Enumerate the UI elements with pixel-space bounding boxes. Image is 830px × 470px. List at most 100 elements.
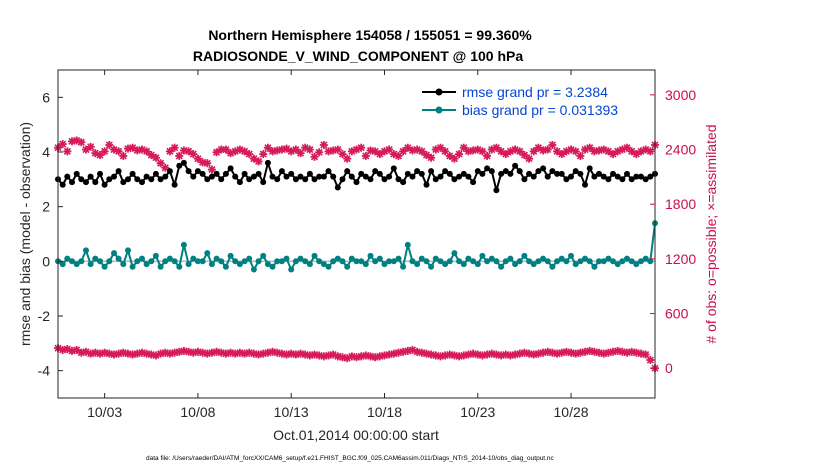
bias-point <box>540 255 547 262</box>
bias-point <box>428 263 435 270</box>
rmse-point <box>143 173 150 180</box>
bias-point <box>125 247 131 254</box>
assimilated-obs-marker <box>618 347 627 356</box>
bias-point <box>83 247 89 254</box>
possible-obs-series <box>54 136 659 174</box>
bias-point <box>600 258 607 265</box>
rmse-point <box>316 173 323 180</box>
rmse-point <box>246 176 253 183</box>
bias-point <box>614 261 621 268</box>
x-tick-label: 10/03 <box>87 404 122 420</box>
rmse-point <box>446 170 453 177</box>
bias-point <box>176 263 183 270</box>
rmse-point <box>339 176 346 183</box>
possible-obs-marker <box>567 145 576 154</box>
y-axis-right-label: # of obs: o=possible; ×=assimilated <box>703 124 719 343</box>
rmse-point <box>87 173 94 180</box>
rmse-point <box>610 170 616 177</box>
bias-point <box>460 261 467 268</box>
rmse-point <box>320 173 327 180</box>
bias-point <box>502 258 509 265</box>
rmse-point <box>530 173 537 180</box>
chart-title-line2: RADIOSONDE_V_WIND_COMPONENT @ 100 hPa <box>193 48 523 64</box>
bias-point <box>190 255 197 262</box>
rmse-point <box>236 179 243 186</box>
rmse-point <box>78 176 85 183</box>
rmse-point <box>409 173 416 180</box>
rmse-point <box>493 187 500 194</box>
rmse-point <box>624 170 630 177</box>
rmse-point <box>521 176 528 183</box>
bias-point <box>274 258 281 265</box>
rmse-point <box>69 179 75 186</box>
bias-point <box>642 255 649 262</box>
rmse-point <box>488 168 495 175</box>
bias-point <box>180 241 187 248</box>
bias-point <box>465 255 472 262</box>
bias-point <box>92 255 99 262</box>
bias-point <box>171 258 178 265</box>
rmse-point <box>400 179 407 186</box>
bias-point <box>498 263 505 270</box>
rmse-point <box>414 168 421 175</box>
bias-point <box>409 258 416 265</box>
bias-point <box>437 258 444 265</box>
rmse-point <box>292 176 299 183</box>
rmse-point <box>376 170 383 177</box>
rmse-point <box>213 170 220 177</box>
rmse-point <box>404 170 411 177</box>
rmse-point <box>596 170 602 177</box>
possible-obs-marker <box>58 140 67 149</box>
bias-point <box>236 261 243 268</box>
bias-point <box>162 258 169 265</box>
bias-point <box>446 258 453 265</box>
rmse-point <box>101 181 108 188</box>
bias-point <box>344 263 351 270</box>
rmse-point <box>470 179 477 186</box>
rmse-point <box>334 184 341 191</box>
y-right-tick-label: 2400 <box>665 142 696 158</box>
bias-point <box>610 258 616 265</box>
x-tick-label: 10/13 <box>274 404 309 420</box>
rmse-point <box>288 170 295 177</box>
assimilated-obs-marker <box>641 350 650 359</box>
y-axis-left: -4 -2 0 2 4 6 <box>38 89 63 379</box>
rmse-point <box>255 170 262 177</box>
rmse-point <box>507 170 514 177</box>
possible-obs-marker <box>151 153 160 162</box>
bias-point <box>456 258 463 265</box>
bias-point <box>507 255 514 262</box>
bias-point <box>194 258 201 265</box>
possible-obs-marker <box>128 143 137 152</box>
y-left-tick-label: 6 <box>42 89 50 105</box>
rmse-point <box>479 170 486 177</box>
bias-point <box>316 258 323 265</box>
bias-point <box>362 261 369 268</box>
chart-title-line1: Northern Hemisphere 154058 / 155051 = 99… <box>208 27 532 43</box>
rmse-point <box>572 168 579 175</box>
rmse-point <box>134 176 141 183</box>
rmse-point <box>185 168 192 175</box>
rmse-point <box>330 173 337 180</box>
rmse-point <box>568 173 574 180</box>
x-tick-label: 10/28 <box>554 404 589 420</box>
bias-point <box>101 263 108 270</box>
rmse-point <box>423 181 430 188</box>
bias-point <box>185 261 192 268</box>
rmse-point <box>264 159 271 166</box>
possible-obs-marker <box>203 159 212 168</box>
rmse-point <box>115 168 122 175</box>
rmse-point <box>180 159 187 166</box>
bias-point <box>544 258 551 265</box>
bias-point <box>348 255 355 262</box>
bias-point <box>250 266 257 273</box>
bias-point <box>87 261 94 268</box>
rmse-point <box>232 173 239 180</box>
possible-obs-marker <box>63 147 72 156</box>
rmse-point <box>619 176 626 183</box>
y-right-tick-label: 3000 <box>665 87 696 103</box>
possible-obs-marker <box>357 143 366 152</box>
bias-point <box>605 255 612 262</box>
rmse-point <box>171 181 178 188</box>
bias-point <box>241 258 248 265</box>
